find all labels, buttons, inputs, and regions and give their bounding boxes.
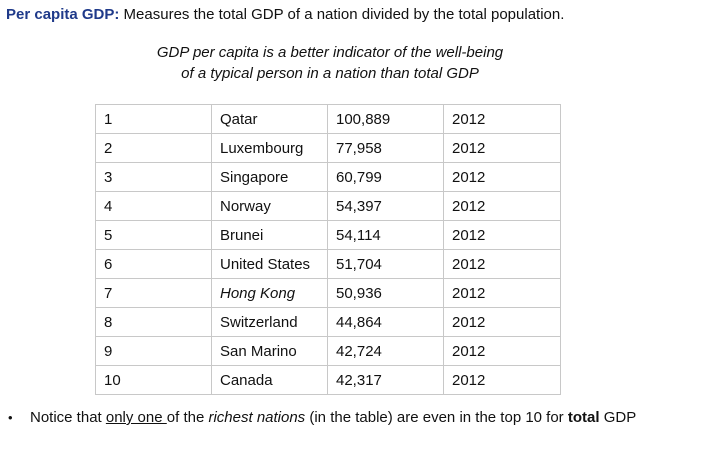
country-cell: Canada: [211, 365, 328, 395]
gdp-cell: 100,889: [327, 104, 444, 134]
year-cell: 2012: [443, 278, 561, 308]
table-row: 8 Switzerland 44,864 2012: [95, 307, 561, 337]
gdp-cell: 50,936: [327, 278, 444, 308]
gdp-table: 1 Qatar 100,889 2012 2 Luxembourg 77,958 2012 3 S…: [95, 104, 561, 395]
gdp-cell: 42,724: [327, 336, 444, 366]
year-cell: 2012: [443, 104, 561, 134]
year-cell: 2012: [443, 307, 561, 337]
table-row: 7 Hong Kong 50,936 2012: [95, 278, 561, 308]
country-cell: Qatar: [211, 104, 328, 134]
year-cell: 2012: [443, 162, 561, 192]
table-row: 2 Luxembourg 77,958 2012: [95, 133, 561, 163]
table-row: 3 Singapore 60,799 2012: [95, 162, 561, 192]
gdp-cell: 44,864: [327, 307, 444, 337]
year-cell: 2012: [443, 249, 561, 279]
year-cell: 2012: [443, 220, 561, 250]
year-cell: 2012: [443, 365, 561, 395]
note-text-1: Notice that: [30, 409, 106, 426]
gdp-cell: 60,799: [327, 162, 444, 192]
year-cell: 2012: [443, 133, 561, 163]
country-cell: Switzerland: [211, 307, 328, 337]
note-underlined: only one: [105, 409, 167, 426]
rank-cell: 1: [95, 104, 212, 134]
gdp-cell: 54,397: [327, 191, 444, 221]
heading-definition: Measures the total GDP of a nation divid…: [123, 6, 565, 23]
gdp-cell: 42,317: [327, 365, 444, 395]
gdp-cell: 54,114: [327, 220, 444, 250]
gdp-cell: 51,704: [327, 249, 444, 279]
country-cell: Hong Kong: [211, 278, 328, 308]
note-italic: richest nations: [208, 409, 306, 426]
rank-cell: 5: [95, 220, 212, 250]
table-row: 6 United States 51,704 2012: [95, 249, 561, 279]
country-cell: San Marino: [211, 336, 328, 366]
note-text-3: (in the table) are even in the top 10 fo…: [305, 409, 568, 426]
country-cell: Brunei: [211, 220, 328, 250]
table-row: 1 Qatar 100,889 2012: [95, 104, 561, 134]
rank-cell: 6: [95, 249, 212, 279]
country-cell: United States: [211, 249, 328, 279]
rank-cell: 3: [95, 162, 212, 192]
table-row: 9 San Marino 42,724 2012: [95, 336, 561, 366]
note-bold: total: [567, 409, 600, 426]
country-cell: Luxembourg: [211, 133, 328, 163]
rank-cell: 4: [95, 191, 212, 221]
country-cell: Singapore: [211, 162, 328, 192]
rank-cell: 7: [95, 278, 212, 308]
year-cell: 2012: [443, 191, 561, 221]
rank-cell: 9: [95, 336, 212, 366]
year-cell: 2012: [443, 336, 561, 366]
rank-cell: 8: [95, 307, 212, 337]
country-cell: Norway: [211, 191, 328, 221]
bullet-icon: •: [8, 410, 13, 425]
gdp-cell: 77,958: [327, 133, 444, 163]
heading-term: Per capita GDP:: [6, 6, 120, 23]
table-caption: GDP per capita is a better indicator of …: [156, 44, 504, 82]
rank-cell: 10: [95, 365, 212, 395]
table-row: 4 Norway 54,397 2012: [95, 191, 561, 221]
note-text-2: of the: [166, 409, 209, 426]
table-row: 10 Canada 42,317 2012: [95, 365, 561, 395]
heading: Per capita GDP: Measures the total GDP o…: [6, 6, 564, 23]
note-bullet-line: • Notice that only one of the richest nat…: [8, 409, 636, 426]
table-row: 5 Brunei 54,114 2012: [95, 220, 561, 250]
rank-cell: 2: [95, 133, 212, 163]
note-text-4: GDP: [599, 409, 637, 426]
